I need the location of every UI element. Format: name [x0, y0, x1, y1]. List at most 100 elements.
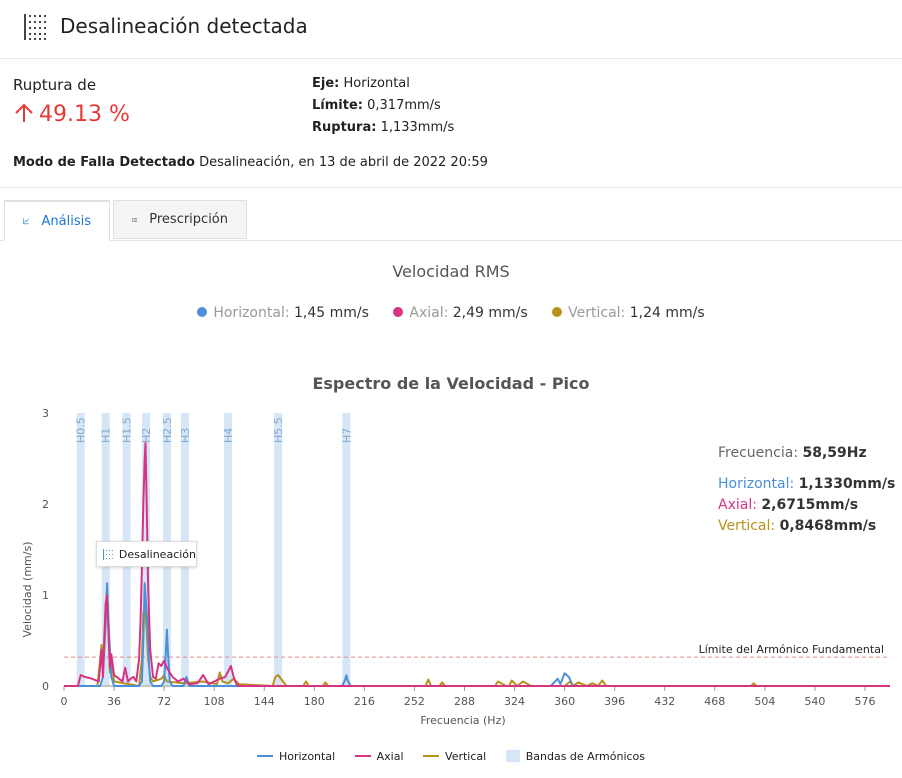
harmonic-band-label: H3 [179, 428, 192, 443]
readout-vertical-label: Vertical: [718, 518, 776, 534]
readout-vertical: Vertical: 0,8468mm/s [718, 516, 895, 537]
x-tick-label: 432 [654, 695, 675, 708]
hover-readout: Frecuencia: 58,59Hz Horizontal: 1,1330mm… [718, 443, 895, 537]
x-tick-label: 36 [107, 695, 121, 708]
legend-bands-swatch [505, 750, 520, 762]
harmonic-band-label: H0.5 [75, 417, 88, 443]
rms-horizontal-name: Horizontal: [213, 305, 290, 321]
legend-horizontal-label: Horizontal [278, 750, 336, 763]
readout-horizontal-label: Horizontal: [718, 476, 795, 492]
details-block: Eje: Horizontal Límite: 0,317mm/s Ruptur… [312, 73, 454, 139]
legend-axial-swatch [354, 755, 371, 757]
chart-legend: Horizontal Axial Vertical Bandas de Armó… [0, 750, 902, 763]
rupture-value: 49.13 % [13, 102, 130, 127]
readout-axial-label: Axial: [718, 497, 757, 513]
readout-horizontal: Horizontal: 1,1330mm/s [718, 474, 895, 495]
harmonic-band [76, 413, 85, 686]
harmonic-band-label: H2 [140, 428, 153, 443]
tab-analisis-label: Análisis [41, 213, 91, 229]
legend-vertical[interactable]: Vertical [423, 750, 486, 763]
harmonic-band-label: H2.5 [161, 417, 174, 443]
summary-panel: Ruptura de 49.13 % Eje: Horizontal Límit… [0, 59, 902, 188]
legend-bands-label: Bandas de Armónicos [525, 750, 646, 763]
readout-vertical-value: 0,8468mm/s [779, 518, 877, 534]
y-tick-label: 2 [42, 498, 49, 511]
rms-title: Velocidad RMS [392, 262, 510, 281]
readout-horizontal-value: 1,1330mm/s [798, 476, 896, 492]
rupture-row: Ruptura: 1,133mm/s [312, 117, 454, 139]
fault-tooltip-label: Desalineación [118, 547, 196, 561]
x-tick-label: 324 [504, 695, 525, 708]
rupture2-value: 1,133mm/s [380, 120, 455, 135]
header: Desalineación detectada [0, 0, 902, 59]
rms-horizontal: Horizontal: 1,45 mm/s [197, 305, 369, 321]
chart-icon [23, 218, 30, 225]
x-tick-label: 144 [254, 695, 275, 708]
x-tick-label: 72 [157, 695, 171, 708]
x-tick-label: 360 [554, 695, 575, 708]
harmonic-band-label: H7 [340, 428, 353, 443]
y-tick-label: 0 [42, 680, 49, 693]
harmonic-band-label: H5.5 [272, 417, 285, 443]
rms-axial-name: Axial: [409, 305, 449, 321]
axis-row: Eje: Horizontal [312, 73, 454, 95]
limit-row: Límite: 0,317mm/s [312, 95, 454, 117]
tab-prescripcion[interactable]: Prescripción [113, 200, 247, 239]
x-tick-label: 576 [854, 695, 875, 708]
harmonic-band [342, 413, 351, 686]
y-axis-label: Velocidad (mm/s) [21, 542, 34, 638]
legend-axial-label: Axial [376, 750, 404, 763]
rupture-percent: 49.13 % [39, 102, 130, 127]
chart-title: Espectro de la Velocidad - Pico [312, 374, 590, 393]
series-axial [64, 442, 890, 687]
dotted-grid-icon [103, 548, 113, 560]
rms-vertical: Vertical: 1,24 mm/s [552, 305, 705, 321]
x-tick-label: 180 [304, 695, 325, 708]
failure-mode: Modo de Falla Detectado Desalineación, e… [13, 155, 488, 170]
limit-value: 0,317mm/s [367, 98, 441, 113]
x-tick-label: 468 [704, 695, 725, 708]
limit-line-label: Límite del Armónico Fundamental [699, 643, 884, 656]
legend-axial[interactable]: Axial [354, 750, 404, 763]
dotted-grid-icon [24, 14, 46, 40]
legend-horizontal[interactable]: Horizontal [256, 750, 336, 763]
readout-frequency-label: Frecuencia: [718, 445, 799, 461]
fault-tooltip[interactable]: Desalineación [96, 541, 197, 567]
mode-value: Desalineación, en 13 de abril de 2022 20… [199, 155, 488, 170]
x-tick-label: 504 [754, 695, 775, 708]
tab-bar: Análisis Prescripción [0, 200, 902, 241]
series-vertical [64, 589, 890, 687]
x-axis-label: Frecuencia (Hz) [420, 714, 505, 727]
tab-prescripcion-label: Prescripción [149, 212, 228, 227]
x-tick-label: 288 [454, 695, 475, 708]
arrow-up-icon [15, 103, 33, 122]
x-tick-label: 0 [61, 695, 68, 708]
limit-label: Límite: [312, 98, 363, 113]
harmonic-band-label: H1.5 [121, 417, 134, 443]
y-tick-label: 1 [42, 589, 49, 602]
y-tick-label: 3 [42, 407, 49, 420]
legend-bands[interactable]: Bandas de Armónicos [505, 750, 646, 763]
rms-axial: Axial: 2,49 mm/s [393, 305, 528, 321]
readout-frequency: Frecuencia: 58,59Hz [718, 443, 895, 464]
harmonic-band-label: H1 [100, 428, 113, 443]
rms-values: Horizontal: 1,45 mm/s Axial: 2,49 mm/s V… [0, 305, 902, 321]
harmonic-band [224, 413, 233, 686]
readout-axial-value: 2,6715mm/s [761, 497, 859, 513]
x-tick-label: 396 [604, 695, 625, 708]
rms-vertical-name: Vertical: [568, 305, 626, 321]
list-icon [132, 217, 138, 222]
rms-axial-value: 2,49 mm/s [452, 305, 528, 321]
x-tick-label: 252 [404, 695, 425, 708]
legend-vertical-label: Vertical [445, 750, 487, 763]
mode-label: Modo de Falla Detectado [13, 155, 195, 170]
rms-horizontal-value: 1,45 mm/s [294, 305, 369, 321]
legend-horizontal-swatch [256, 755, 273, 757]
x-tick-label: 216 [354, 695, 375, 708]
harmonic-band [274, 413, 283, 686]
harmonic-band-label: H4 [222, 428, 235, 443]
x-tick-label: 540 [804, 695, 825, 708]
axis-label: Eje: [312, 76, 340, 91]
tab-analisis[interactable]: Análisis [4, 200, 110, 241]
legend-vertical-swatch [423, 755, 440, 757]
